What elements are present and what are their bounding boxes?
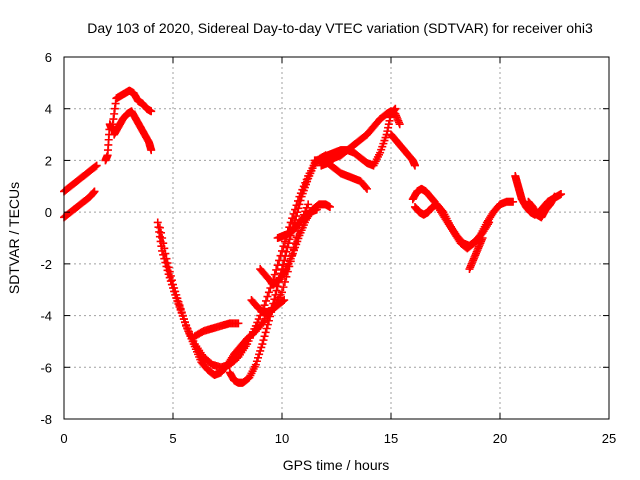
data-point xyxy=(147,146,156,155)
x-tick-label: 15 xyxy=(384,431,398,446)
x-axis-label: GPS time / hours xyxy=(283,457,390,473)
data-point xyxy=(550,192,559,201)
series-track-8 xyxy=(190,319,243,341)
y-tick-label: 4 xyxy=(45,102,52,117)
data-point xyxy=(509,197,518,206)
data-point xyxy=(485,218,494,227)
y-tick-label: -8 xyxy=(40,412,52,427)
data-point xyxy=(284,239,293,248)
chart-title: Day 103 of 2020, Sidereal Day-to-day VTE… xyxy=(87,20,593,36)
data-point xyxy=(90,187,99,196)
data-point xyxy=(279,283,288,292)
x-tick-label: 5 xyxy=(169,431,176,446)
series-track-1 xyxy=(60,161,101,196)
plot-frame xyxy=(63,56,610,420)
data-point xyxy=(272,265,281,274)
data-points xyxy=(60,86,566,387)
data-point xyxy=(264,288,273,297)
data-point xyxy=(272,286,281,295)
y-axis-label: SDTVAR / TECUs xyxy=(6,182,22,294)
data-point xyxy=(270,270,279,279)
series-track-13 xyxy=(310,156,372,193)
data-point xyxy=(167,276,176,285)
series-track-17 xyxy=(465,234,487,274)
data-point xyxy=(279,296,288,305)
data-point xyxy=(261,328,270,337)
data-point xyxy=(159,239,168,248)
data-point xyxy=(163,258,172,267)
data-point xyxy=(262,324,271,333)
series-track-4 xyxy=(110,107,156,155)
x-tick-label: 10 xyxy=(275,431,289,446)
data-point xyxy=(279,260,288,269)
data-point xyxy=(158,234,167,242)
data-point xyxy=(395,120,404,129)
data-point xyxy=(363,184,372,193)
data-point xyxy=(292,212,301,221)
data-point xyxy=(155,223,164,232)
x-tick-label: 20 xyxy=(493,431,507,446)
data-point xyxy=(280,296,289,305)
data-point xyxy=(304,200,313,209)
series-track-16 xyxy=(410,200,494,250)
data-point xyxy=(161,249,170,258)
data-point xyxy=(293,208,302,217)
data-point xyxy=(160,244,169,253)
data-point xyxy=(260,301,269,310)
data-point xyxy=(263,292,272,301)
data-point xyxy=(162,254,171,263)
y-tick-label: 0 xyxy=(45,205,52,220)
data-point xyxy=(280,256,289,265)
data-point xyxy=(234,319,243,328)
data-point xyxy=(270,295,279,304)
data-point xyxy=(166,271,175,280)
data-point xyxy=(262,296,271,305)
data-point xyxy=(361,183,370,192)
data-point xyxy=(260,332,269,341)
data-point xyxy=(282,247,291,256)
series-track-11 xyxy=(273,205,321,242)
data-point xyxy=(147,107,156,116)
series-track-2 xyxy=(60,187,99,222)
series-track-14 xyxy=(387,130,419,170)
x-tick-label: 0 xyxy=(60,431,67,446)
data-point xyxy=(557,190,566,199)
y-tick-label: -6 xyxy=(40,360,52,375)
data-point xyxy=(258,340,267,349)
data-point xyxy=(410,161,419,170)
data-point xyxy=(278,288,286,297)
data-point xyxy=(157,228,166,237)
data-point xyxy=(484,220,493,229)
data-point xyxy=(279,242,288,251)
data-point xyxy=(259,336,268,345)
y-tick-label: -4 xyxy=(40,309,52,324)
y-tick-label: 2 xyxy=(45,153,52,168)
axis-ticks: 0 5 10 15 20 25 -8 -6 -4 -2 0 2 4 6 xyxy=(40,50,616,446)
data-point xyxy=(294,204,303,213)
series-track-6 xyxy=(155,151,330,372)
series-track-3 xyxy=(101,86,156,165)
data-point xyxy=(92,161,101,170)
data-point xyxy=(478,234,487,242)
y-tick-label: -2 xyxy=(40,257,52,272)
series-track-19 xyxy=(524,192,559,222)
data-point xyxy=(278,246,286,255)
data-point xyxy=(164,263,173,272)
data-point xyxy=(312,205,321,214)
data-point xyxy=(91,162,100,171)
data-point xyxy=(165,267,174,276)
data-point xyxy=(283,243,292,252)
data-point xyxy=(295,200,304,209)
data-point xyxy=(281,266,290,275)
x-tick-label: 25 xyxy=(602,431,616,446)
data-point xyxy=(271,290,280,299)
y-tick-label: 6 xyxy=(45,50,52,65)
series-track-9 xyxy=(247,296,289,317)
data-point xyxy=(263,320,272,329)
data-point xyxy=(264,316,273,325)
data-point xyxy=(325,202,334,211)
data-point xyxy=(296,196,305,205)
